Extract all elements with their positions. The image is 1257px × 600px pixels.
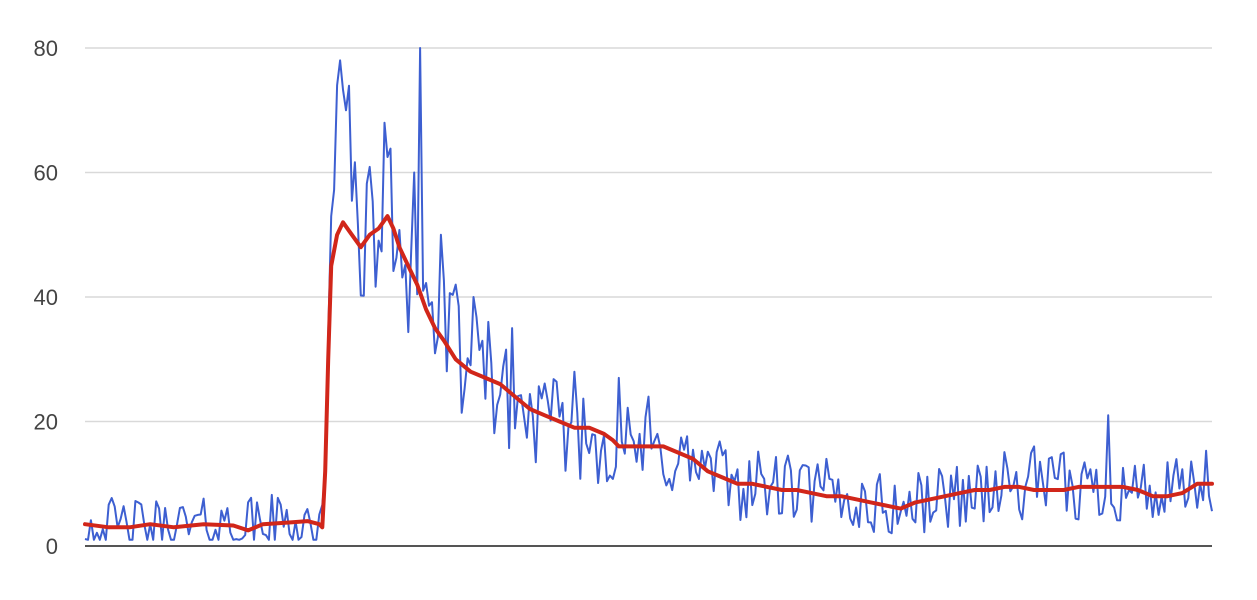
y-tick-label: 60 <box>34 161 58 186</box>
y-tick-label: 20 <box>34 410 58 435</box>
series-smoothed-line <box>83 214 1214 533</box>
y-tick-label: 0 <box>46 534 58 559</box>
y-tick-label: 80 <box>34 36 58 61</box>
y-tick-label: 40 <box>34 285 58 310</box>
series-raw-line <box>84 47 1213 541</box>
